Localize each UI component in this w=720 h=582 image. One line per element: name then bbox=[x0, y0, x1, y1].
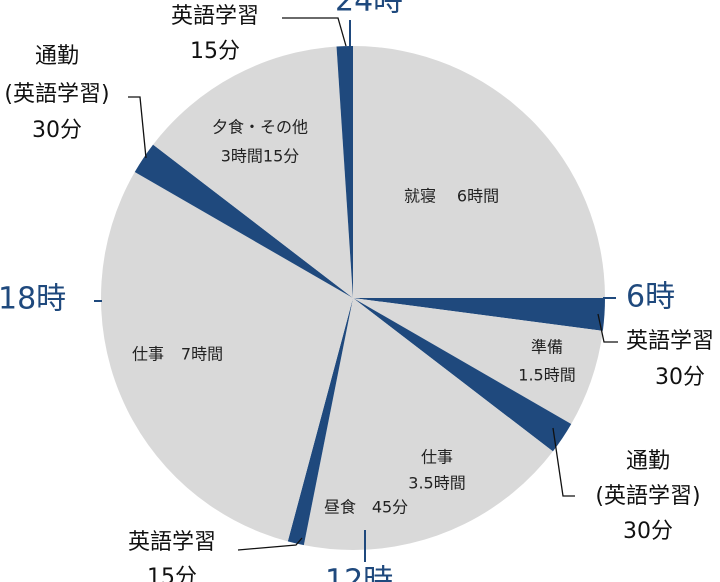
slice-label: 就寝 bbox=[404, 187, 436, 206]
pie bbox=[100, 46, 605, 550]
value-label: 15分 bbox=[147, 565, 197, 582]
slice-label: 昼食 bbox=[324, 498, 356, 517]
value-label: 30分 bbox=[655, 365, 705, 390]
slice-label: 仕事 bbox=[421, 448, 453, 467]
pie-slice bbox=[353, 298, 553, 550]
pie-slice bbox=[134, 144, 353, 298]
leader-line bbox=[128, 96, 147, 159]
value-label: 1.5時間 bbox=[518, 366, 575, 385]
value-label: 6時間 bbox=[457, 187, 499, 206]
pie-slice bbox=[353, 46, 605, 298]
value-label: 7時間 bbox=[181, 345, 223, 364]
value-label: 15分 bbox=[190, 39, 240, 64]
leader-line bbox=[282, 17, 347, 47]
leader-line bbox=[597, 313, 618, 343]
pie-slice bbox=[303, 298, 353, 550]
slice-label: 夕食・その他 bbox=[212, 118, 308, 137]
pie-slice bbox=[287, 298, 353, 546]
pie-slice bbox=[100, 172, 353, 542]
slice-label: 英語学習 bbox=[128, 530, 216, 555]
clock-label: 18時 bbox=[0, 282, 66, 317]
value-label: 30分 bbox=[623, 519, 673, 544]
clock-label: 12時 bbox=[325, 564, 393, 582]
value-label: 3.5時間 bbox=[408, 474, 465, 493]
clock-label: 6時 bbox=[626, 280, 675, 315]
slice-label: 仕事 bbox=[132, 345, 164, 364]
pie-slice bbox=[353, 298, 603, 424]
leader-line bbox=[237, 537, 303, 551]
pie-slice bbox=[153, 46, 353, 298]
slice-label: 英語学習 bbox=[626, 329, 714, 354]
slice-label: (英語学習) bbox=[595, 484, 700, 509]
pie-slice bbox=[336, 46, 353, 298]
value-label: 3時間15分 bbox=[221, 147, 300, 166]
pie-slice bbox=[353, 298, 605, 331]
slice-label: 準備 bbox=[531, 338, 563, 357]
value-label: 45分 bbox=[372, 498, 408, 517]
clock-label: 24時 bbox=[335, 0, 403, 19]
leader-line bbox=[552, 427, 575, 497]
slice-label: (英語学習) bbox=[4, 82, 109, 107]
slice-label: 通勤 bbox=[35, 44, 79, 69]
slice-label: 通勤 bbox=[626, 449, 670, 474]
slice-label: 英語学習 bbox=[171, 4, 259, 29]
pie-slice bbox=[353, 298, 572, 452]
value-label: 30分 bbox=[32, 118, 82, 143]
